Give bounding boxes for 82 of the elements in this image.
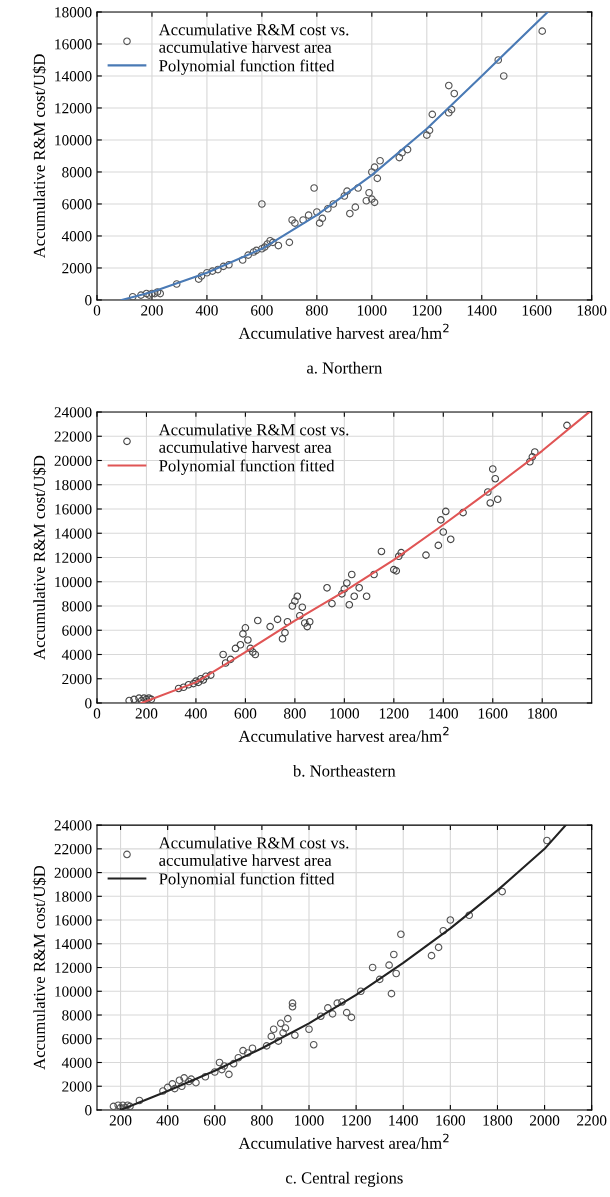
x-tick-label: 1400 bbox=[467, 305, 497, 316]
x-axis-title: Accumulative harvest area/hm$^{2}$ bbox=[238, 323, 449, 339]
y-tick-label: 12000 bbox=[55, 552, 92, 563]
y-tick-label: 16000 bbox=[55, 39, 92, 50]
legend-label: Accumulative R&M cost vs. accumulative harvest area bbox=[158, 23, 349, 53]
y-tick-label: 16000 bbox=[55, 915, 92, 926]
x-tick-label: 800 bbox=[284, 708, 306, 719]
y-tick-label: 14000 bbox=[55, 938, 92, 950]
y-tick-label: 16000 bbox=[55, 504, 92, 515]
x-tick-label: 400 bbox=[156, 1115, 179, 1126]
y-tick-label: 20000 bbox=[54, 455, 92, 466]
x-tick-label: 200 bbox=[109, 1115, 132, 1126]
y-tick-label: 8000 bbox=[62, 601, 92, 612]
x-tick-label: 0 bbox=[93, 708, 101, 719]
y-tick-label: 8000 bbox=[62, 1010, 92, 1021]
x-tick-label: 1200 bbox=[412, 305, 442, 316]
x-tick-label: 2000 bbox=[529, 1115, 560, 1126]
y-axis-title: Accumulative R&M cost/U$D bbox=[32, 455, 47, 660]
x-tick-label: 1200 bbox=[342, 1115, 371, 1126]
y-tick-label: 4000 bbox=[61, 1057, 92, 1068]
x-axis-title: Accumulative harvest area/hm$^{2}$ bbox=[238, 726, 449, 742]
y-tick-label: 2000 bbox=[62, 673, 92, 685]
x-tick-label: 1400 bbox=[389, 1115, 418, 1126]
x-tick-label: 1800 bbox=[577, 305, 607, 316]
y-tick-label: 14000 bbox=[55, 528, 92, 539]
y-tick-label: 10000 bbox=[55, 986, 92, 997]
y-tick-label: 10000 bbox=[55, 576, 92, 588]
x-tick-label: 800 bbox=[305, 305, 328, 316]
y-tick-label: 18000 bbox=[55, 7, 92, 18]
legend-label: Polynomial function fitted bbox=[159, 59, 335, 75]
x-tick-label: 1800 bbox=[483, 1115, 513, 1126]
y-tick-label: 6000 bbox=[62, 625, 92, 636]
legend-label: Polynomial function fitted bbox=[159, 872, 335, 888]
x-tick-label: 400 bbox=[184, 708, 207, 719]
y-tick-label: 22000 bbox=[54, 431, 92, 442]
y-tick-label: 8000 bbox=[62, 167, 92, 178]
x-tick-label: 400 bbox=[195, 305, 218, 316]
y-tick-label: 0 bbox=[85, 698, 92, 709]
x-tick-label: 600 bbox=[203, 1115, 226, 1126]
x-axis-title: Accumulative harvest area/hm$^{2}$ bbox=[238, 1133, 449, 1149]
y-axis-title: Accumulative R&M cost/U$D bbox=[32, 54, 47, 259]
x-tick-label: 1000 bbox=[295, 1115, 324, 1126]
text: b. Northeastern bbox=[292, 764, 396, 777]
x-tick-label: 1600 bbox=[478, 708, 508, 719]
x-tick-label: 1800 bbox=[528, 708, 557, 719]
y-tick-label: 10000 bbox=[55, 135, 92, 146]
y-tick-label: 20000 bbox=[54, 867, 92, 879]
y-tick-label: 18000 bbox=[55, 891, 92, 902]
x-tick-label: 1600 bbox=[522, 305, 552, 316]
y-axis-title: Accumulative R&M cost/U$D bbox=[32, 865, 47, 1070]
y-tick-label: 0 bbox=[85, 295, 92, 306]
y-tick-label: 12000 bbox=[55, 103, 92, 114]
legend-label: Accumulative R&M cost vs. accumulative harvest area bbox=[158, 836, 349, 866]
legend-label: Polynomial function fitted bbox=[159, 459, 335, 475]
x-tick-label: 1400 bbox=[429, 708, 458, 719]
y-tick-label: 18000 bbox=[55, 479, 92, 491]
y-tick-label: 12000 bbox=[55, 962, 92, 973]
x-tick-label: 1200 bbox=[379, 708, 409, 719]
x-tick-label: 2200 bbox=[577, 1115, 607, 1126]
legend-label: Accumulative R&M cost vs. accumulative harvest area bbox=[158, 423, 349, 453]
y-tick-label: 2000 bbox=[62, 1081, 92, 1092]
y-tick-label: 6000 bbox=[62, 199, 92, 210]
y-tick-label: 14000 bbox=[55, 71, 92, 82]
text: a. Northern bbox=[306, 361, 383, 374]
y-tick-label: 22000 bbox=[54, 843, 92, 855]
x-tick-label: 1000 bbox=[330, 708, 360, 719]
x-tick-label: 200 bbox=[135, 708, 158, 719]
y-tick-label: 4000 bbox=[61, 231, 92, 242]
x-tick-label: 600 bbox=[251, 305, 273, 316]
y-tick-label: 0 bbox=[85, 1105, 92, 1116]
x-tick-label: 600 bbox=[234, 708, 257, 719]
y-tick-label: 6000 bbox=[62, 1033, 92, 1045]
y-tick-label: 24000 bbox=[54, 820, 92, 831]
x-tick-label: 1600 bbox=[436, 1115, 466, 1126]
x-tick-label: 800 bbox=[251, 1115, 273, 1126]
y-tick-label: 24000 bbox=[54, 407, 92, 418]
x-tick-label: 200 bbox=[141, 305, 163, 316]
x-tick-label: 0 bbox=[93, 305, 101, 316]
y-tick-label: 4000 bbox=[61, 649, 92, 660]
text: c. Central regions bbox=[285, 1171, 403, 1187]
y-tick-label: 2000 bbox=[62, 263, 92, 274]
x-tick-label: 1000 bbox=[357, 305, 387, 316]
